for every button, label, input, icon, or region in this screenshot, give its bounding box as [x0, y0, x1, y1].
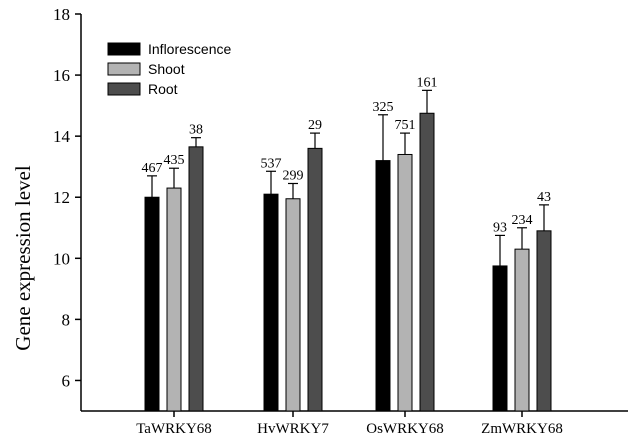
data-label: 537: [261, 156, 282, 171]
bar-inflorescence-tawrky68: [144, 196, 160, 412]
y-axis-ticks: 6 8 10 12 14 16 18: [53, 5, 81, 390]
y-tick-label: 6: [62, 371, 71, 390]
category-labels: TaWRKY68 HvWRKY7 OsWRKY68 ZmWRKY68: [136, 411, 563, 437]
bar-inflorescence-hvwrky7: [263, 193, 279, 412]
legend-swatch-inflorescence: [107, 42, 141, 56]
bar-shoot-zmwrky68: [514, 248, 530, 412]
bar-root-hvwrky7: [307, 147, 323, 412]
bar-root-tawrky68: [188, 146, 204, 412]
legend-swatch-shoot: [107, 62, 141, 76]
data-label: 43: [537, 190, 551, 205]
data-label: 29: [308, 118, 322, 133]
y-tick-label: 14: [53, 127, 71, 146]
data-label: 435: [164, 153, 185, 168]
legend-label-root: Root: [148, 81, 178, 97]
y-tick-label: 8: [62, 310, 71, 329]
error-bars: [147, 89, 549, 266]
bar-root-oswrky68: [419, 112, 435, 412]
y-tick-label: 18: [53, 5, 70, 24]
data-label: 161: [417, 75, 438, 90]
y-tick-label: 12: [53, 188, 70, 207]
bar-root-zmwrky68: [536, 230, 552, 412]
bar-shoot-oswrky68: [397, 153, 413, 412]
bar-shoot-hvwrky7: [285, 198, 301, 412]
data-label: 325: [373, 100, 394, 115]
data-label: 38: [189, 123, 203, 138]
bar-shoot-tawrky68: [166, 187, 182, 412]
data-label: 234: [512, 213, 533, 228]
legend-swatch-root: [107, 82, 141, 96]
data-label: 93: [493, 220, 507, 235]
y-tick-label: 16: [53, 66, 70, 85]
x-tick-label: HvWRKY7: [257, 421, 329, 437]
bar-inflorescence-oswrky68: [375, 160, 391, 412]
data-label: 467: [142, 161, 163, 176]
legend: Inflorescence Shoot Root: [107, 41, 231, 97]
y-tick-label: 10: [53, 249, 70, 268]
x-tick-label: OsWRKY68: [366, 421, 444, 437]
legend-label-shoot: Shoot: [148, 61, 185, 77]
data-label: 299: [283, 168, 304, 183]
legend-label-inflorescence: Inflorescence: [148, 41, 231, 57]
x-tick-label: ZmWRKY68: [481, 421, 563, 437]
data-label: 751: [395, 118, 416, 133]
bars: [144, 112, 552, 412]
y-axis-label: Gene expression level: [11, 165, 35, 351]
bar-inflorescence-zmwrky68: [492, 265, 508, 412]
x-tick-label: TaWRKY68: [136, 421, 212, 437]
